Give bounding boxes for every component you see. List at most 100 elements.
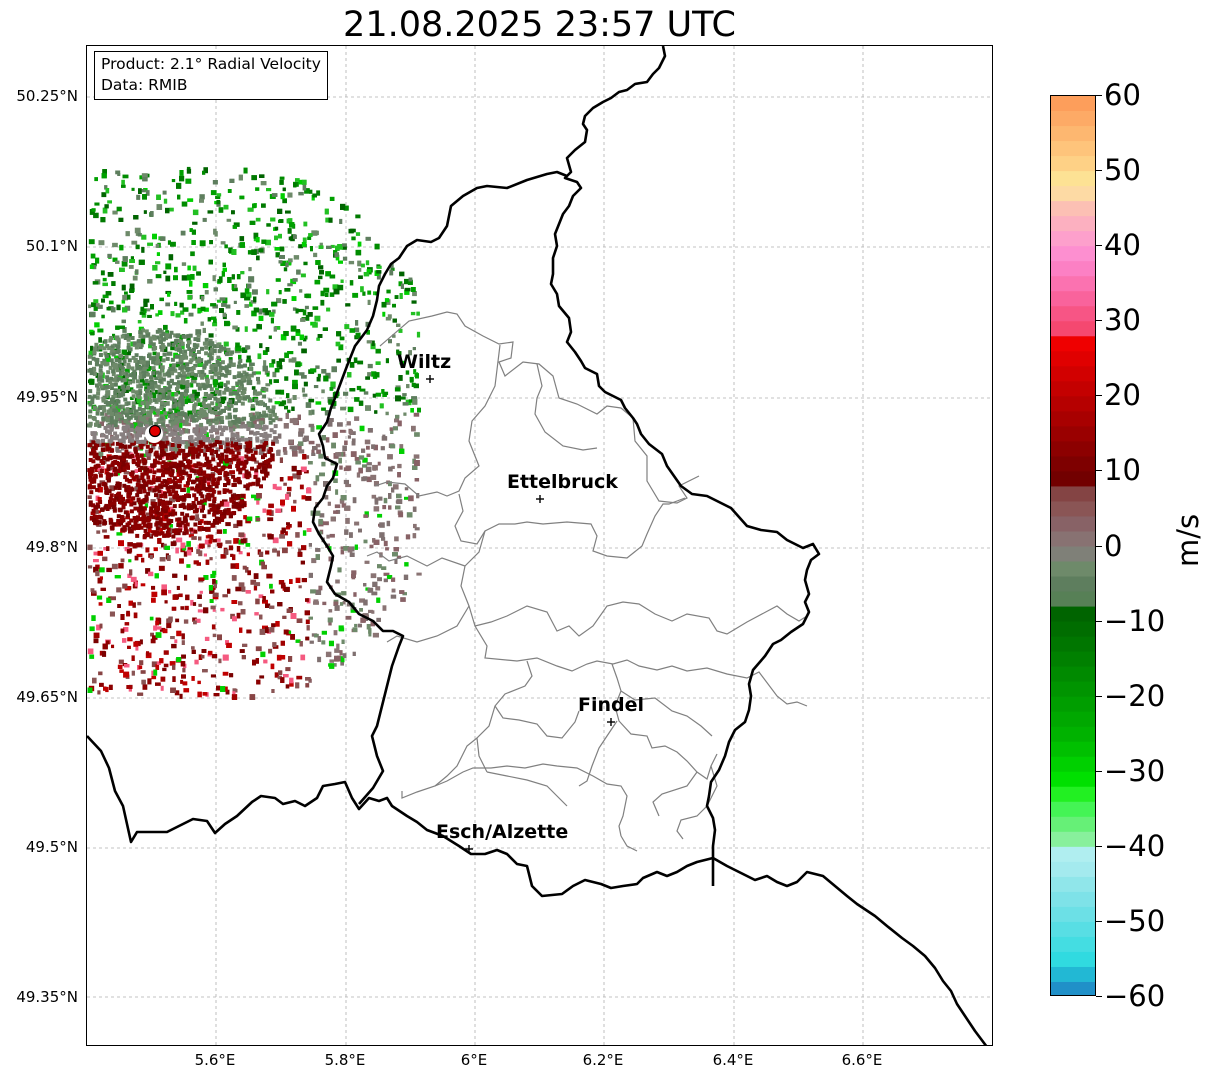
radar-echo-pixel	[416, 572, 422, 576]
radar-echo-pixel	[181, 448, 186, 453]
radar-echo-pixel	[192, 617, 197, 622]
radar-echo-pixel	[223, 470, 228, 475]
radar-echo-pixel	[147, 354, 151, 358]
radar-echo-pixel	[366, 453, 371, 457]
radar-echo-pixel	[296, 470, 302, 475]
radar-echo-pixel	[212, 275, 216, 282]
radar-echo-pixel	[416, 331, 421, 338]
radar-echo-pixel	[298, 449, 305, 454]
radar-echo-pixel	[302, 237, 307, 244]
lat-tick-label: 49.65°N	[16, 688, 78, 706]
radar-echo-pixel	[206, 520, 211, 525]
radar-echo-pixel	[272, 412, 277, 417]
radar-echo-pixel	[164, 525, 169, 530]
radar-echo-pixel	[357, 360, 364, 365]
radar-echo-pixel	[129, 502, 134, 507]
radar-echo-pixel	[339, 218, 343, 224]
radar-echo-pixel	[163, 500, 168, 505]
radar-echo-pixel	[170, 469, 175, 474]
radar-echo-pixel	[108, 408, 113, 413]
radar-echo-pixel	[173, 420, 178, 425]
radar-echo-pixel	[187, 340, 191, 345]
radar-echo-pixel	[141, 234, 147, 240]
radar-echo-pixel	[371, 340, 375, 346]
radar-echo-pixel	[131, 240, 138, 245]
radar-echo-pixel	[230, 433, 235, 438]
radar-echo-pixel	[127, 294, 131, 300]
radar-echo-pixel	[198, 536, 202, 541]
radar-echo-pixel	[106, 597, 112, 603]
radar-echo-pixel	[242, 473, 247, 479]
radar-echo-pixel	[317, 334, 323, 338]
radar-echo-pixel	[150, 485, 154, 490]
radar-echo-pixel	[163, 509, 168, 514]
radar-echo-pixel	[126, 342, 131, 349]
radar-echo-pixel	[354, 457, 360, 461]
radar-echo-pixel	[314, 279, 321, 285]
radar-echo-pixel	[228, 460, 233, 465]
radar-echo-pixel	[155, 508, 160, 512]
radar-echo-pixel	[154, 384, 159, 389]
radar-echo-pixel	[124, 449, 129, 454]
radar-echo-pixel	[328, 609, 333, 613]
radar-echo-pixel	[232, 496, 237, 501]
radar-echo-pixel	[174, 453, 179, 458]
radar-echo-pixel	[127, 526, 132, 531]
radar-echo-pixel	[208, 503, 213, 508]
radar-echo-pixel	[121, 410, 126, 415]
radar-echo-pixel	[301, 348, 307, 354]
radar-echo-pixel	[95, 495, 100, 501]
radar-echo-pixel	[109, 485, 115, 492]
radar-echo-pixel	[315, 548, 321, 552]
radar-echo-pixel	[220, 607, 225, 612]
radar-echo-pixel	[177, 372, 182, 376]
radar-echo-pixel	[340, 279, 344, 283]
radar-echo-pixel	[126, 612, 131, 617]
radar-echo-pixel	[385, 547, 389, 551]
radar-echo-pixel	[98, 375, 103, 380]
radar-echo-pixel	[227, 277, 232, 283]
radar-echo-pixel	[201, 486, 206, 491]
radar-echo-pixel	[180, 542, 186, 549]
radar-echoes	[87, 166, 422, 700]
radar-echo-pixel	[116, 519, 121, 523]
radar-echo-pixel	[251, 310, 257, 317]
radar-echo-pixel	[216, 343, 221, 348]
radar-echo-pixel	[138, 468, 142, 472]
radar-echo-pixel	[100, 378, 105, 383]
radar-echo-pixel	[254, 612, 259, 616]
radar-echo-pixel	[202, 217, 207, 222]
radar-echo-pixel	[118, 386, 123, 390]
radar-echo-pixel	[254, 582, 261, 587]
radar-echo-pixel	[298, 441, 304, 446]
radar-echo-pixel	[218, 276, 223, 282]
radar-echo-pixel	[191, 501, 196, 505]
radar-echo-pixel	[193, 620, 197, 625]
radar-echo-pixel	[156, 398, 161, 403]
radar-echo-pixel	[142, 535, 147, 540]
radar-echo-pixel	[222, 267, 227, 272]
radar-echo-pixel	[282, 299, 287, 304]
radar-echo-pixel	[100, 432, 105, 437]
radar-echo-pixel	[296, 675, 303, 680]
radar-echo-pixel	[134, 581, 138, 587]
radar-echo-pixel	[99, 682, 104, 687]
radar-echo-pixel	[223, 460, 229, 467]
radar-echo-pixel	[133, 358, 138, 363]
radar-echo-pixel	[148, 466, 154, 472]
radar-echo-pixel	[345, 517, 350, 524]
radar-echo-pixel	[189, 527, 194, 532]
radar-echo-pixel	[188, 352, 193, 357]
radar-echo-pixel	[161, 511, 167, 518]
radar-echo-pixel	[363, 272, 370, 277]
radar-echo-pixel	[255, 658, 259, 664]
radar-echo-pixel	[165, 456, 170, 461]
radar-echo-pixel	[217, 403, 222, 408]
radar-echo-pixel	[209, 493, 214, 498]
radar-echo-pixel	[102, 521, 107, 526]
radar-echo-pixel	[291, 335, 296, 341]
radar-echo-pixel	[184, 428, 189, 434]
radar-echo-pixel	[242, 347, 247, 353]
radar-echo-pixel	[199, 408, 204, 412]
radar-echo-pixel	[149, 480, 154, 485]
